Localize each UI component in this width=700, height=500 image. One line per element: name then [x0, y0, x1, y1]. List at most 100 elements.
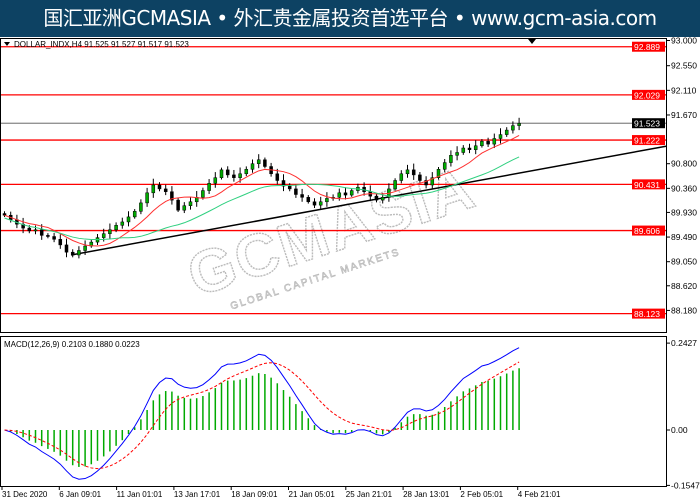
y-tick-label: 88.620: [671, 281, 697, 291]
candle: [126, 211, 131, 227]
ma-slow-line: [4, 156, 520, 241]
candle: [77, 246, 81, 259]
level-label: 92.029: [634, 90, 660, 100]
macd-y-tick-label: 0.2427: [671, 338, 697, 348]
level-label-bg: [632, 308, 665, 319]
candle: [486, 137, 490, 147]
candle: [2, 211, 7, 218]
x-tick-label: 13 Jan 17:01: [174, 490, 221, 499]
x-tick-label: 25 Jan 21:01: [346, 490, 393, 499]
candle: [318, 196, 323, 210]
level-label: 92.889: [634, 42, 660, 52]
candle: [511, 121, 515, 134]
y-tick-label: 92.110: [671, 85, 697, 95]
candle: [325, 192, 329, 207]
level-label: 90.431: [634, 180, 660, 190]
candle: [52, 232, 56, 243]
candle: [287, 183, 292, 192]
candle: [275, 168, 280, 185]
y-tick-label: 88.180: [671, 305, 697, 315]
candle: [405, 164, 410, 178]
x-tick-label: 4 Feb 21:01: [518, 490, 561, 499]
shift-marker-icon: [528, 39, 536, 44]
level-label-bg: [632, 89, 665, 100]
candle: [194, 191, 199, 207]
y-tick-label: 93.000: [671, 37, 697, 46]
candle: [120, 217, 125, 229]
candle: [436, 167, 441, 180]
candle: [39, 224, 44, 240]
candle: [207, 179, 211, 194]
candle: [306, 195, 311, 204]
candle: [480, 139, 484, 148]
macd-y-tick-label: -0.1547: [671, 480, 700, 490]
candle: [424, 176, 428, 189]
candle: [312, 198, 317, 209]
candle: [256, 154, 261, 169]
candle: [418, 171, 422, 183]
banner: 国汇亚洲GCMASIA • 外汇贵金属投资首选平台 • www.gcm-asia…: [0, 0, 700, 37]
candle: [108, 223, 112, 239]
level-label: 91.222: [634, 136, 660, 146]
candle: [250, 159, 255, 173]
y-tick-label: 91.670: [671, 110, 697, 120]
x-tick-label: 6 Jan 09:01: [59, 490, 101, 499]
level-label-bg: [632, 41, 665, 52]
candle: [517, 117, 521, 131]
ma-fast-line: [4, 134, 520, 247]
main-panel-frame: [0, 38, 667, 333]
x-tick-label: 11 Jan 01:01: [117, 490, 163, 499]
candle: [163, 184, 168, 196]
candle: [300, 188, 304, 202]
level-label-bg: [632, 225, 665, 236]
candle: [83, 240, 87, 255]
candle: [201, 187, 205, 200]
candle: [219, 167, 224, 180]
y-tick-label: 92.550: [671, 61, 697, 71]
macd-y-tick-label: 0.00: [671, 425, 688, 435]
x-tick-label: 18 Jan 09:01: [231, 490, 278, 499]
symbol-info: DOLLAR_INDX,H4 91.525 91.527 91.517 91.5…: [14, 40, 189, 49]
candle: [188, 196, 193, 210]
x-tick-label: 21 Jan 05:01: [289, 490, 336, 499]
candle: [157, 182, 162, 192]
candle: [411, 163, 416, 180]
candle: [449, 150, 453, 167]
level-label: 88.123: [634, 309, 660, 319]
candle: [473, 140, 478, 155]
current-price-bg: [632, 118, 665, 129]
macd-panel-frame: [0, 336, 667, 487]
candle: [393, 178, 397, 191]
candle: [467, 143, 472, 154]
macd-info: MACD(12,26,9) 0.2103 0.1880 0.0223: [4, 340, 140, 349]
candle: [176, 197, 180, 212]
level-label-bg: [632, 179, 665, 190]
candle: [455, 146, 459, 161]
candle: [70, 249, 75, 258]
trendline[interactable]: [71, 145, 667, 256]
candle: [461, 145, 466, 155]
y-tick-label: 89.050: [671, 257, 697, 267]
candle: [374, 193, 379, 203]
level-label-bg: [632, 135, 665, 146]
y-tick-label: 90.360: [671, 183, 697, 193]
candle: [281, 174, 286, 192]
candle: [498, 128, 503, 144]
level-label: 89.606: [634, 226, 660, 236]
candle: [89, 239, 94, 248]
candle: [114, 222, 118, 233]
y-tick-label: 89.930: [671, 207, 697, 217]
x-tick-label: 31 Dec 2020: [2, 490, 48, 499]
candle: [492, 133, 497, 149]
candle: [442, 158, 447, 173]
macd-line: [4, 347, 520, 480]
candle: [225, 166, 230, 178]
candle: [46, 233, 50, 239]
y-tick-label: 90.800: [671, 159, 697, 169]
candle: [504, 127, 509, 137]
candle: [151, 178, 156, 198]
candle: [430, 172, 435, 190]
dropdown-icon[interactable]: [4, 42, 10, 46]
candle: [182, 202, 187, 214]
